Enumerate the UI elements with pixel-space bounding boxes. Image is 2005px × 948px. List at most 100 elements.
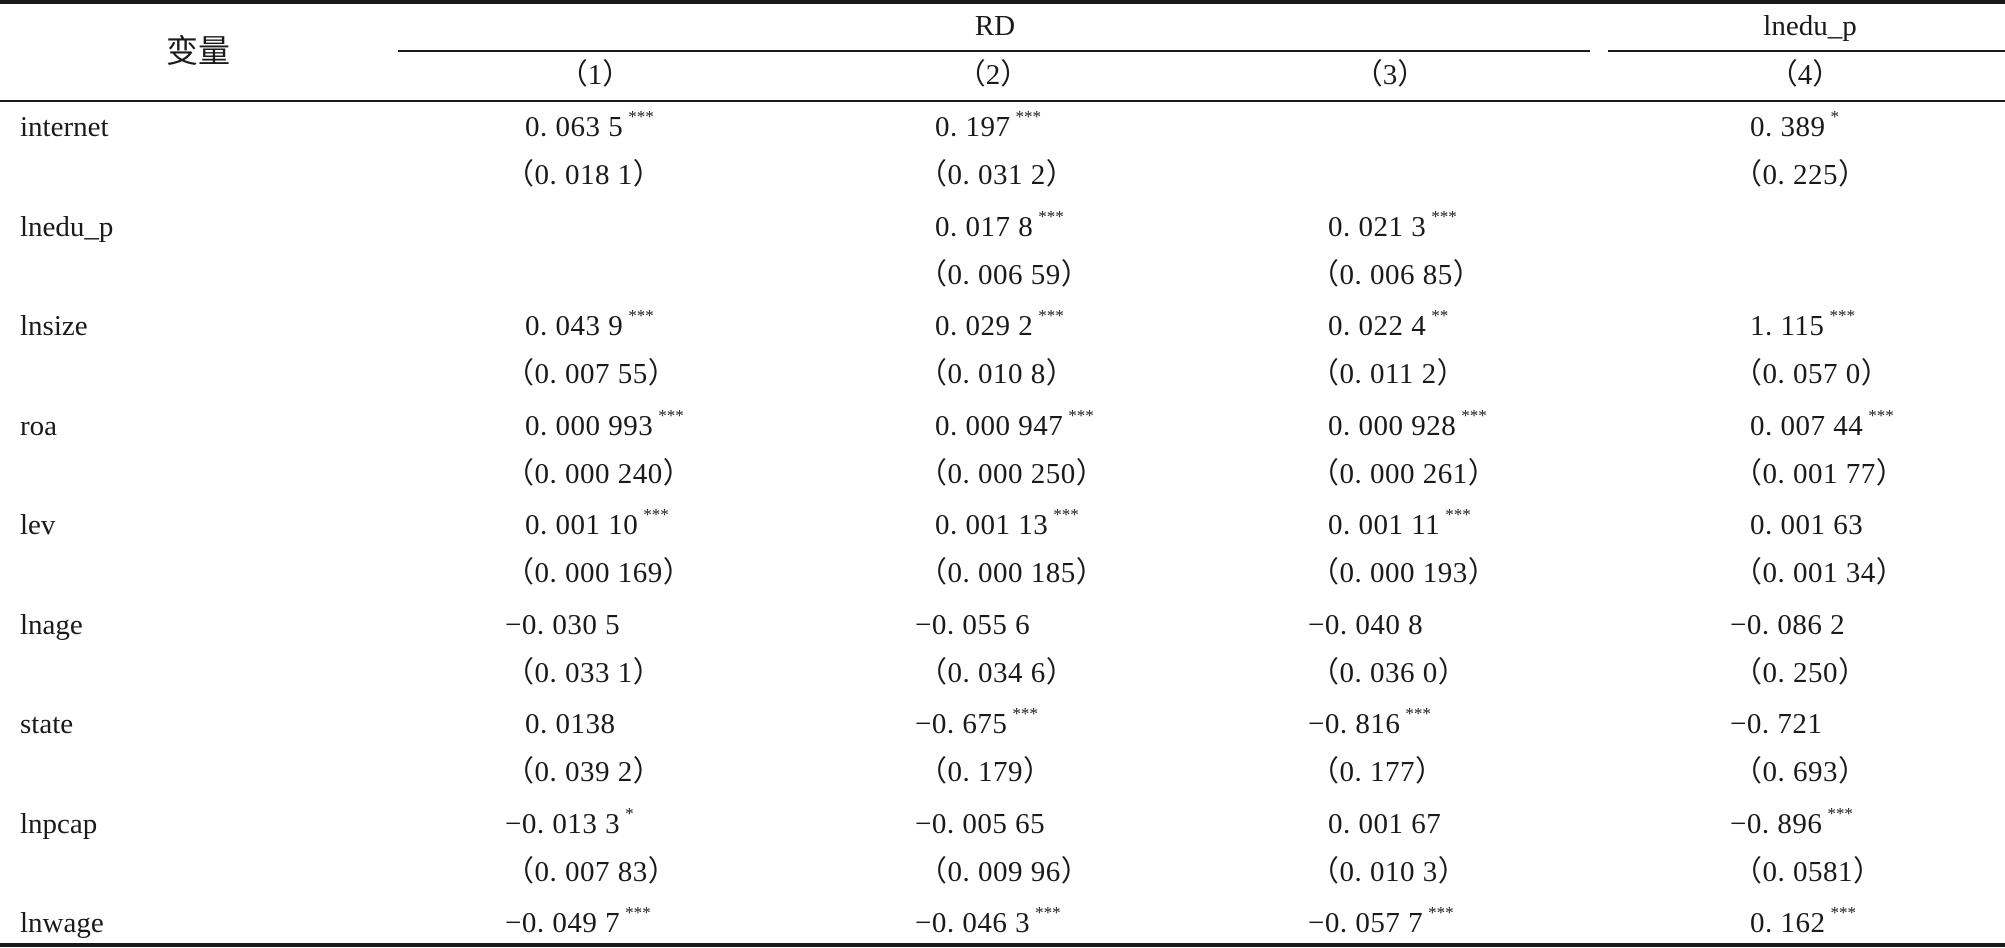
significance-stars: *** <box>1830 903 1857 922</box>
lnedu-group-underline <box>1608 50 2005 52</box>
coefficient-cell: −0. 046 3 *** <box>915 903 1061 944</box>
coefficient-value: −0. 040 8 <box>1308 608 1424 641</box>
coefficient-value: −0. 816 <box>1308 708 1401 740</box>
standard-error-cell: （0. 031 2） <box>918 159 1076 191</box>
column-header-1: （1） <box>558 59 632 91</box>
significance-stars: *** <box>643 505 669 524</box>
coefficient-cell: 0. 007 44 *** <box>1750 405 1894 447</box>
standard-error-cell: （0. 000 185） <box>918 557 1106 589</box>
coefficient-cell: 0. 022 4 ** <box>1328 306 1448 347</box>
significance-stars: *** <box>1827 803 1853 823</box>
coefficient-cell: −0. 057 7 *** <box>1308 903 1454 944</box>
standard-error-cell: （0. 006 59） <box>918 258 1091 291</box>
standard-error-cell: （0. 001 34） <box>1733 557 1906 589</box>
coefficient-cell: −0. 030 5 <box>505 608 620 642</box>
standard-error-cell: （0. 0581） <box>1733 855 1883 888</box>
coefficient-cell: −0. 013 3 * <box>505 803 634 845</box>
coefficient-cell: 0. 389 * <box>1750 107 1840 148</box>
coefficient-value: −0. 055 6 <box>915 608 1031 641</box>
standard-error-cell: （0. 179） <box>918 756 1053 788</box>
standard-error-cell: （0. 039 2） <box>505 756 663 788</box>
significance-stars: *** <box>658 405 684 425</box>
coefficient-cell: 0. 001 11 *** <box>1328 505 1471 546</box>
coefficient-value: 0. 000 947 <box>935 409 1064 442</box>
significance-stars: *** <box>1012 704 1038 723</box>
coefficient-cell: −0. 721 <box>1730 707 1822 741</box>
coefficient-value: 0. 007 44 <box>1750 409 1864 442</box>
standard-error-cell: （0. 000 240） <box>505 457 693 490</box>
coefficient-value: 0. 0138 <box>525 708 616 740</box>
table-top-rule <box>0 0 2005 4</box>
coefficient-value: −0. 896 <box>1730 807 1823 840</box>
standard-error-cell: （0. 000 193） <box>1310 557 1498 589</box>
coefficient-cell: 0. 0138 <box>525 707 616 741</box>
standard-error-cell: （0. 000 261） <box>1310 457 1498 490</box>
significance-stars: * <box>1830 107 1840 126</box>
significance-stars: *** <box>1428 903 1454 922</box>
coefficient-value: 0. 063 5 <box>525 111 624 143</box>
coefficient-cell: −0. 816 *** <box>1308 704 1431 745</box>
standard-error-cell: （0. 057 0） <box>1733 358 1891 390</box>
significance-stars: *** <box>1053 505 1079 524</box>
coefficient-cell: 1. 115 *** <box>1750 306 1855 347</box>
coefficient-value: 0. 000 928 <box>1328 409 1457 442</box>
coefficient-cell: 0. 162 *** <box>1750 903 1857 944</box>
variable-name: lnage <box>20 608 83 641</box>
coefficient-value: 0. 001 63 <box>1750 509 1864 541</box>
significance-stars: *** <box>1829 306 1855 325</box>
standard-error-cell: （0. 001 77） <box>1733 457 1906 490</box>
standard-error-cell: （0. 007 83） <box>505 855 678 888</box>
coefficient-value: 0. 162 <box>1750 907 1826 939</box>
coefficient-cell: 0. 000 928 *** <box>1328 405 1487 447</box>
standard-error-cell: （0. 036 0） <box>1310 656 1468 689</box>
coefficient-value: 0. 043 9 <box>525 310 624 342</box>
significance-stars: *** <box>1015 107 1042 126</box>
coefficient-cell: 0. 001 67 <box>1328 807 1441 841</box>
standard-error-cell: （0. 225） <box>1733 159 1868 191</box>
coefficient-value: 0. 001 13 <box>935 509 1049 541</box>
coefficient-value: −0. 721 <box>1730 708 1823 740</box>
coefficient-value: −0. 030 5 <box>505 608 621 641</box>
coefficient-cell: 0. 017 8 *** <box>935 207 1064 248</box>
standard-error-cell: （0. 693） <box>1733 756 1868 788</box>
coefficient-value: −0. 049 7 <box>505 907 621 939</box>
table-bottom-rule <box>0 943 2005 947</box>
significance-stars: *** <box>1868 405 1894 425</box>
rd-group-underline <box>398 50 1590 52</box>
significance-stars: *** <box>1038 306 1064 325</box>
coefficient-value: −0. 675 <box>915 708 1008 740</box>
significance-stars: * <box>625 803 634 823</box>
coefficient-value: −0. 057 7 <box>1308 907 1424 939</box>
coefficient-cell: 0. 000 993 *** <box>525 405 684 447</box>
coefficient-cell: 0. 029 2 *** <box>935 306 1064 347</box>
variable-name: internet <box>20 111 109 143</box>
variable-name: state <box>20 708 74 740</box>
coefficient-value: −0. 013 3 <box>505 807 621 840</box>
coefficient-value: 0. 001 11 <box>1328 509 1441 541</box>
variable-name: lnpcap <box>20 807 98 840</box>
variable-name: lnwage <box>20 907 104 939</box>
variable-name: lev <box>20 509 56 541</box>
coefficient-cell: 0. 021 3 *** <box>1328 207 1457 248</box>
column-header-2: （2） <box>956 59 1030 91</box>
lnedu-group-header: lnedu_p <box>1763 10 1857 42</box>
coefficient-cell: −0. 049 7 *** <box>505 903 651 944</box>
coefficient-value: 1. 115 <box>1750 310 1825 342</box>
coefficient-value: 0. 029 2 <box>935 310 1034 342</box>
standard-error-cell: （0. 177） <box>1310 756 1445 788</box>
standard-error-cell: （0. 010 3） <box>1310 855 1468 888</box>
standard-error-cell: （0. 018 1） <box>505 159 663 191</box>
significance-stars: *** <box>1461 405 1487 425</box>
standard-error-cell: （0. 034 6） <box>918 656 1076 689</box>
significance-stars: *** <box>628 306 654 325</box>
significance-stars: *** <box>1035 903 1061 922</box>
coefficient-value: 0. 001 67 <box>1328 807 1442 840</box>
variable-name: lnedu_p <box>20 210 114 243</box>
coefficient-value: 0. 389 <box>1750 111 1826 143</box>
standard-error-cell: （0. 250） <box>1733 656 1868 689</box>
coefficient-cell: −0. 040 8 <box>1308 608 1423 642</box>
coefficient-value: 0. 197 <box>935 111 1011 143</box>
standard-error-cell: （0. 011 2） <box>1310 358 1467 390</box>
coefficient-value: −0. 086 2 <box>1730 608 1846 641</box>
coefficient-cell: 0. 001 10 *** <box>525 505 669 546</box>
